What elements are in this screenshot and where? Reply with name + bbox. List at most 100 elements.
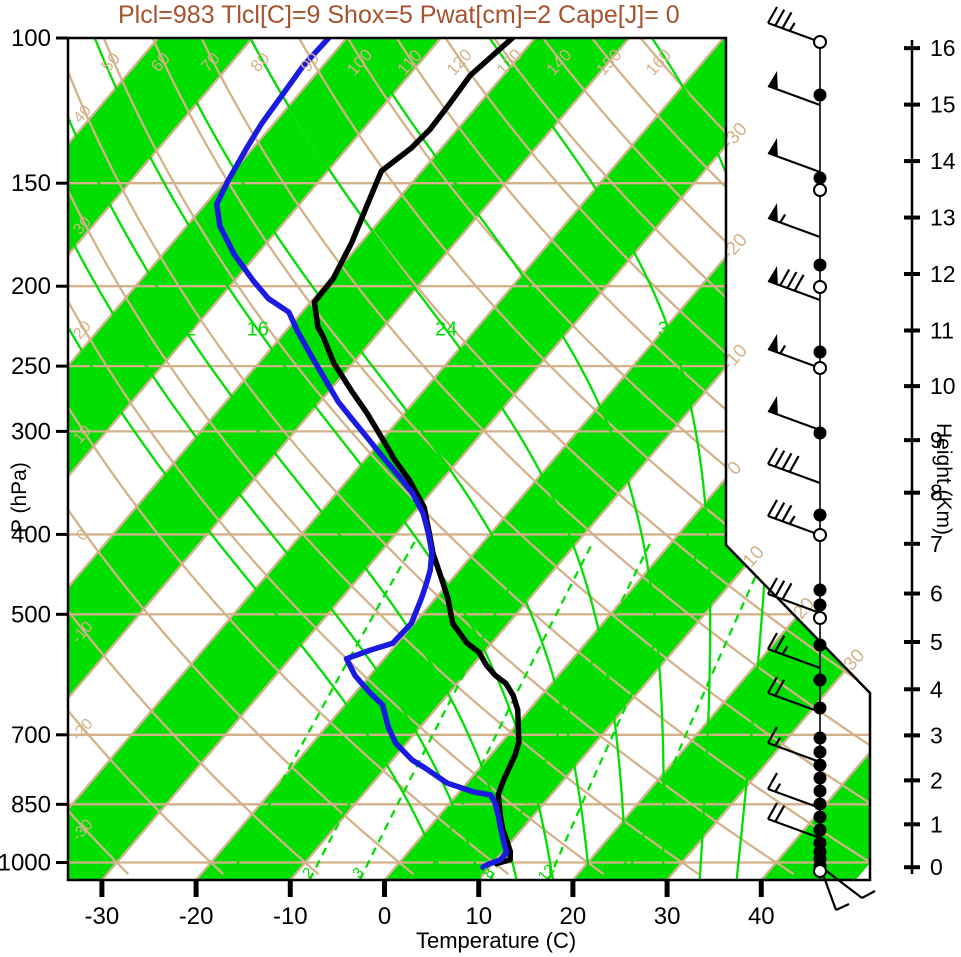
wind-feather [781, 582, 793, 600]
wind-feather [774, 9, 786, 27]
station-dot-filled [813, 810, 827, 824]
height-tick-label: 15 [930, 92, 956, 118]
temperature-tick-label: -30 [85, 903, 120, 930]
station-dot-filled [813, 171, 827, 185]
station-dot-filled [813, 745, 827, 759]
station-dot-filled [813, 345, 827, 359]
pressure-tick-label: 1000 [0, 850, 51, 877]
station-dot-filled [813, 823, 827, 837]
wind-half-feather [779, 213, 787, 224]
station-dot-open [813, 35, 827, 49]
station-dot-filled [813, 583, 827, 597]
wind-feather [781, 11, 793, 29]
height-tick-label: 4 [930, 676, 943, 702]
wind-half-feather [779, 344, 787, 355]
pressure-tick-label: 250 [11, 353, 51, 380]
wind-feather [788, 455, 800, 473]
pressure-tick-label: 200 [11, 273, 51, 300]
temperature-axis-title: Temperature (C) [416, 928, 577, 953]
station-dot-open [813, 280, 827, 294]
moist-adiabat-label: 12 [174, 319, 196, 341]
height-axis-title: Height (Km) [932, 423, 955, 536]
wind-feather [774, 635, 786, 653]
surface-wind-feather [861, 890, 876, 899]
wind-feather [779, 268, 791, 287]
temperature-tick-label: -10 [273, 903, 308, 930]
surface-wind-barb [819, 865, 863, 899]
height-tick-label: 9 [930, 427, 943, 453]
dewpoint-curve [214, 38, 510, 870]
station-dot-filled [813, 797, 827, 811]
height-tick-label: 10 [930, 373, 956, 399]
wind-half-feather [788, 22, 796, 32]
height-tick-label: 0 [930, 854, 943, 880]
wind-feather [786, 271, 798, 289]
wind-feather [774, 450, 786, 468]
sounding-stats-title: Plcl=983 Tlcl[C]=9 Shox=5 Pwat[cm]=2 Cap… [118, 1, 680, 29]
temperature-tick-label: -20 [179, 903, 214, 930]
wind-half-feather [781, 645, 789, 655]
station-dot-filled [813, 836, 827, 850]
wind-feather [767, 577, 778, 595]
moist-adiabat-label: 24 [435, 319, 457, 341]
height-tick-label: 6 [930, 581, 943, 607]
wind-half-feather [774, 783, 782, 793]
station-dot-filled [813, 598, 827, 612]
wind-barb [767, 647, 821, 670]
wind-feather [781, 452, 793, 470]
wind-feather [767, 632, 778, 650]
station-dot-open [813, 183, 827, 197]
station-dot-filled [813, 638, 827, 652]
station-dot-filled [813, 426, 827, 440]
wind-barb [767, 21, 821, 44]
wind-feather [767, 772, 778, 790]
wind-barb [767, 691, 821, 714]
temperature-tick-label: 0 [378, 903, 391, 930]
temperature-tick-label: 40 [748, 903, 775, 930]
height-tick-label: 8 [930, 480, 943, 506]
wind-feather [793, 274, 805, 292]
wind-feather [767, 726, 778, 744]
mixing-ratio-lines [227, 541, 773, 880]
pressure-tick-label: 300 [11, 418, 51, 445]
surface-wind-feather [835, 903, 850, 911]
pressure-tick-label: 700 [11, 722, 51, 749]
wind-feather [774, 580, 786, 598]
moist-adiabat-label: 16 [247, 319, 269, 341]
station-dot-open [813, 611, 827, 625]
wind-feather [767, 676, 778, 694]
height-tick-label: 11 [930, 317, 954, 343]
wind-feather [781, 504, 793, 522]
station-dot-filled [813, 508, 827, 522]
wind-half-feather [774, 737, 782, 747]
station-dot-filled [813, 701, 827, 715]
height-tick-label: 5 [930, 629, 943, 655]
wind-barb [767, 514, 821, 537]
height-tick-label: 2 [930, 767, 943, 793]
station-dot-open [813, 864, 827, 878]
temperature-tick-label: 10 [465, 903, 492, 930]
temperature-tick-label: 20 [560, 903, 587, 930]
wind-pennant [768, 203, 778, 222]
wind-barb [767, 462, 821, 485]
wind-barb [767, 787, 821, 810]
wind-feather [767, 447, 778, 465]
wind-pennant [768, 266, 778, 285]
wind-feather [767, 802, 778, 820]
wind-feather [767, 499, 778, 517]
pressure-axis-title: P (hPa) [8, 462, 31, 533]
wind-barb [767, 592, 821, 615]
wind-feather [774, 679, 786, 697]
station-dot-open [813, 528, 827, 542]
height-tick-label: 1 [930, 811, 943, 837]
wind-feather [774, 502, 786, 520]
height-tick-label: 16 [930, 35, 956, 61]
wind-half-feather [788, 515, 796, 525]
wind-pennant [768, 138, 778, 157]
station-dot-filled [813, 758, 827, 772]
wind-pennant [768, 334, 778, 353]
wind-pennant [768, 71, 778, 90]
height-tick-label: 14 [930, 148, 956, 174]
wind-barb [767, 817, 821, 840]
